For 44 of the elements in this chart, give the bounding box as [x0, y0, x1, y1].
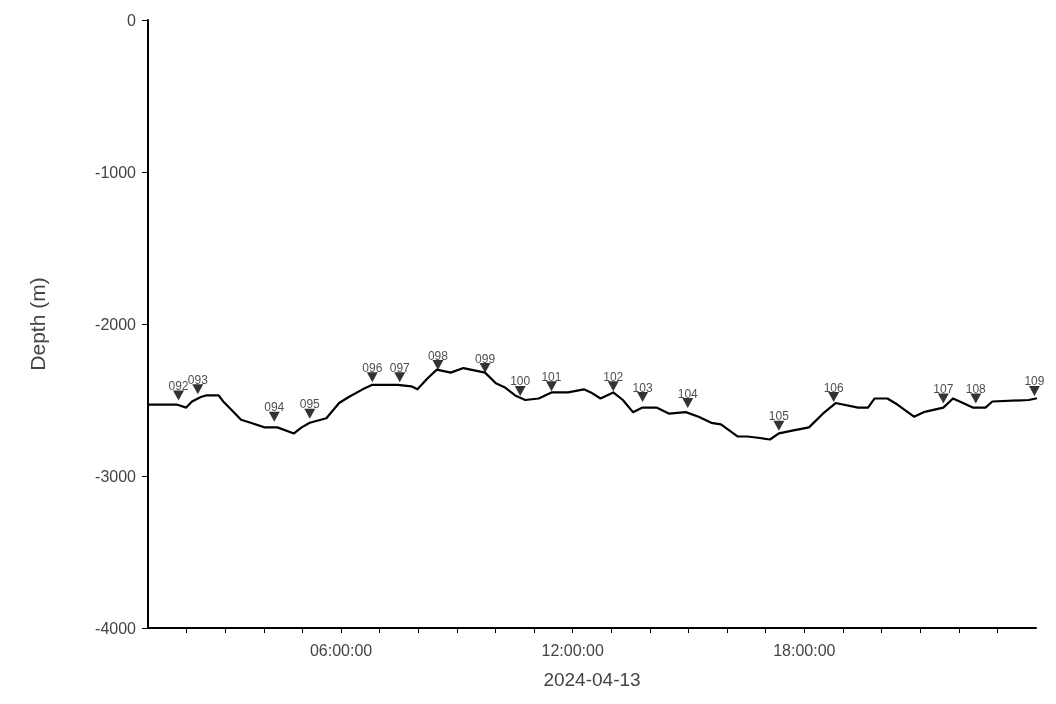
annotation: 096	[362, 360, 383, 375]
annotation: 104	[677, 386, 699, 401]
annotation: 098	[427, 348, 449, 363]
annotation: 102	[603, 369, 624, 384]
point	[304, 408, 316, 419]
annotation: 105	[768, 409, 790, 424]
point	[192, 384, 204, 395]
x-tick-label: 06:00:00	[309, 641, 373, 659]
annotation: 095	[299, 397, 321, 412]
annotation: 108	[965, 382, 987, 397]
x-tick-label: 18:00:00	[773, 641, 836, 659]
annotation: 109	[1024, 374, 1045, 389]
annotation: 092	[168, 379, 189, 393]
annotation: 099	[475, 351, 496, 366]
annotation: 103	[632, 380, 653, 395]
annotation: 094	[264, 400, 285, 415]
x-tick-label: 12:00:00	[541, 641, 604, 659]
annotation: 100	[510, 374, 531, 389]
annotation: 106	[823, 380, 845, 395]
y-tick-label: 0	[127, 11, 137, 29]
x-axis-title: 2024-04-13	[543, 669, 641, 690]
annotation: 101	[541, 369, 562, 384]
point	[173, 390, 184, 401]
point	[545, 381, 557, 392]
point	[514, 385, 526, 396]
point	[268, 411, 280, 422]
annotation: 107	[933, 382, 954, 397]
point	[607, 381, 619, 392]
y-tick-label: -4000	[95, 619, 137, 637]
point	[366, 372, 378, 383]
y-axis-title: Depth (m)	[26, 277, 49, 371]
point	[828, 391, 840, 402]
point	[773, 420, 785, 431]
y-tick-label: -3000	[95, 467, 137, 485]
y-tick-label: -2000	[95, 315, 137, 333]
point	[394, 372, 406, 383]
y-tick-label: -1000	[95, 163, 137, 181]
point	[637, 391, 649, 402]
point	[970, 393, 982, 404]
point	[1028, 385, 1040, 396]
annotation: 097	[389, 360, 411, 375]
point	[682, 398, 694, 409]
annotation: 093	[187, 372, 209, 387]
point	[937, 393, 949, 404]
